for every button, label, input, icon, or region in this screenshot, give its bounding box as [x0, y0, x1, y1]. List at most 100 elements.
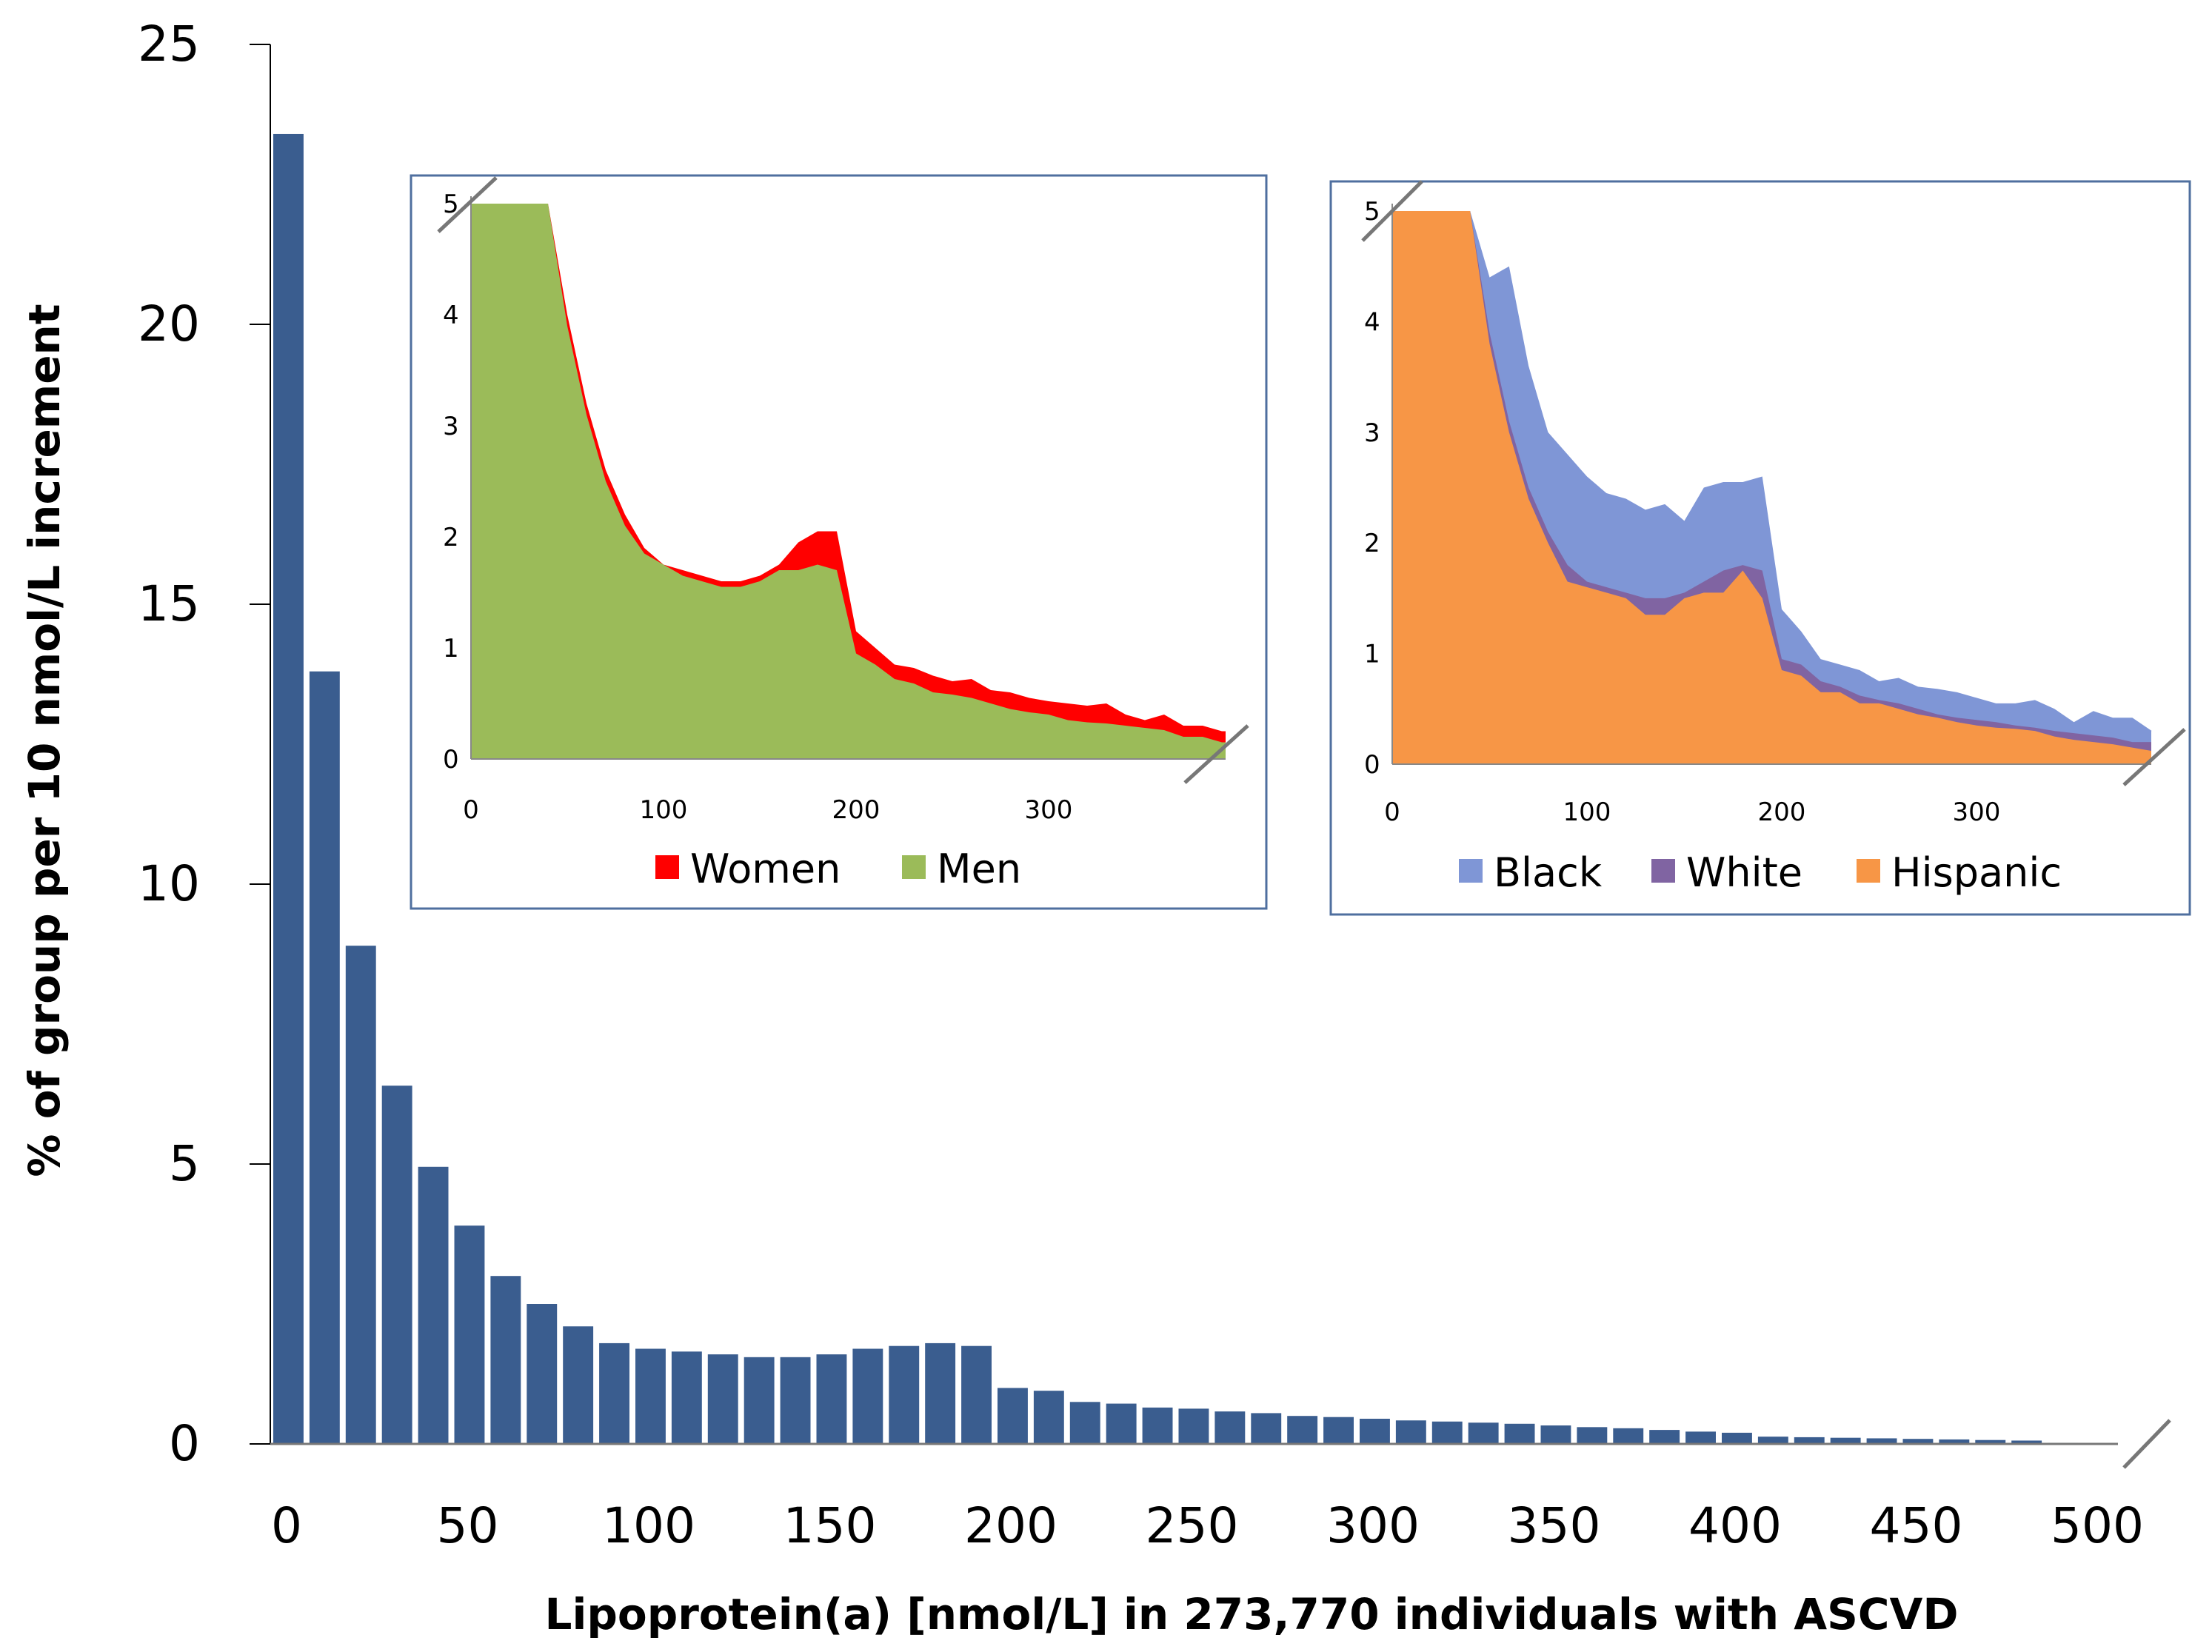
main-bars	[273, 133, 2078, 1445]
bar-310	[1395, 1420, 1426, 1444]
legend-women-swatch	[655, 855, 679, 879]
inset-y-tick-label: 1	[1364, 640, 1380, 669]
inset-x-tick-label: 300	[1953, 797, 2001, 827]
inset-y-tick-label: 3	[443, 412, 459, 441]
bar-410	[1757, 1437, 1788, 1444]
legend-men-swatch	[902, 855, 926, 879]
legend-hispanic-label: Hispanic	[1891, 849, 2062, 896]
area-hispanic	[1392, 211, 2152, 764]
inset-ethnicity-panel: 0 1 2 3 4 5 0 100 200 300 Black White Hispanic	[1329, 180, 2191, 916]
bar-130	[744, 1357, 775, 1444]
bar-390	[1685, 1431, 1716, 1444]
x-tick-label: 400	[1688, 1497, 1782, 1554]
bar-180	[925, 1342, 956, 1444]
bar-380	[1649, 1430, 1680, 1444]
inset-sex-x-ticks: 0 100 200 300	[463, 795, 1072, 825]
inset-ethnicity-y-ticks: 0 1 2 3 4 5	[1364, 197, 1380, 780]
legend-hispanic-swatch	[1857, 859, 1880, 883]
x-tick-label: 300	[1326, 1497, 1420, 1554]
bar-320	[1431, 1421, 1463, 1444]
bar-330	[1468, 1422, 1499, 1444]
inset-y-tick-label: 2	[443, 523, 459, 552]
bar-480	[2011, 1440, 2042, 1444]
x-tick-label: 50	[437, 1497, 499, 1554]
bar-440	[1866, 1438, 1897, 1444]
bar-280	[1287, 1416, 1318, 1444]
bar-100	[635, 1348, 666, 1444]
bar-460	[1939, 1439, 1970, 1444]
bar-120	[707, 1354, 738, 1444]
inset-ethnicity-x-ticks: 0 100 200 300	[1384, 797, 2000, 827]
bar-220	[1069, 1402, 1100, 1444]
legend-women-label: Women	[690, 846, 841, 892]
inset-sex-legend: Women Men	[655, 846, 1021, 892]
inset-sex-panel: 0 1 2 3 4 5 0 100 200 300 Women Men	[410, 174, 1268, 910]
bar-250	[1178, 1408, 1209, 1444]
y-tick-label: 20	[138, 295, 200, 352]
inset-y-tick-label: 2	[1364, 529, 1380, 558]
area-men	[471, 204, 1226, 759]
bar-150	[816, 1354, 847, 1444]
y-tick-label: 5	[169, 1135, 200, 1192]
bar-20	[345, 946, 376, 1444]
bar-70	[527, 1304, 558, 1444]
inset-y-tick-label: 5	[443, 190, 459, 219]
legend-white-swatch	[1651, 859, 1675, 883]
inset-y-tick-label: 1	[443, 634, 459, 663]
bar-420	[1794, 1437, 1825, 1444]
bar-340	[1504, 1423, 1535, 1444]
x-tick-label: 100	[602, 1497, 695, 1554]
bar-140	[780, 1357, 811, 1444]
inset-x-tick-label: 200	[1758, 797, 1806, 827]
x-tick-label: 500	[2051, 1497, 2144, 1554]
legend-black-swatch	[1459, 859, 1483, 883]
bar-360	[1577, 1427, 1608, 1444]
inset-ethnicity-legend: Black White Hispanic	[1459, 849, 2062, 896]
x-axis-label: Lipoprotein(a) [nmol/L] in 273,770 indiv…	[544, 1589, 1958, 1639]
bar-300	[1360, 1418, 1390, 1444]
bar-190	[961, 1345, 992, 1444]
legend-white-label: White	[1686, 849, 1802, 896]
bar-270	[1251, 1413, 1282, 1444]
legend-men-label: Men	[937, 846, 1021, 892]
bar-200	[998, 1388, 1028, 1444]
bar-260	[1214, 1411, 1246, 1444]
legend-black-label: Black	[1494, 849, 1603, 896]
x-tick-label: 350	[1508, 1497, 1601, 1554]
bar-160	[852, 1348, 883, 1444]
inset-ethnicity-break-top	[1361, 180, 1423, 242]
x-tick-label: 450	[1870, 1497, 1963, 1554]
x-tick-label: 200	[964, 1497, 1057, 1554]
bar-290	[1323, 1417, 1354, 1444]
bar-0	[273, 133, 304, 1445]
inset-x-tick-label: 100	[640, 795, 688, 825]
main-axis-break-mark	[2122, 1419, 2171, 1469]
inset-y-tick-label: 0	[443, 745, 459, 775]
bar-230	[1106, 1403, 1137, 1444]
inset-sex-break-bottom	[1183, 724, 1249, 784]
inset-x-tick-label: 100	[1563, 797, 1611, 827]
inset-y-tick-label: 5	[1364, 197, 1380, 227]
y-tick-label: 15	[138, 575, 200, 632]
inset-x-tick-label: 0	[1384, 797, 1400, 827]
bar-60	[490, 1276, 521, 1444]
main-y-ticks: 0 5 10 15 20 25	[138, 16, 270, 1472]
inset-x-tick-label: 300	[1025, 795, 1073, 825]
bar-90	[599, 1342, 629, 1444]
bar-400	[1722, 1432, 1752, 1444]
inset-sex-y-ticks: 0 1 2 3 4 5	[443, 190, 459, 775]
inset-y-tick-label: 0	[1364, 750, 1380, 780]
bar-450	[1902, 1439, 1934, 1444]
inset-ethnicity-areas	[1392, 211, 2152, 764]
inset-y-tick-label: 4	[443, 301, 459, 330]
bar-350	[1540, 1425, 1571, 1444]
y-tick-label: 25	[138, 16, 200, 73]
bar-210	[1033, 1391, 1064, 1444]
y-tick-label: 10	[138, 855, 200, 912]
y-tick-label: 0	[169, 1415, 200, 1472]
inset-ethnicity-break-bottom	[2122, 728, 2186, 786]
bar-50	[454, 1225, 485, 1444]
bar-240	[1142, 1407, 1173, 1444]
